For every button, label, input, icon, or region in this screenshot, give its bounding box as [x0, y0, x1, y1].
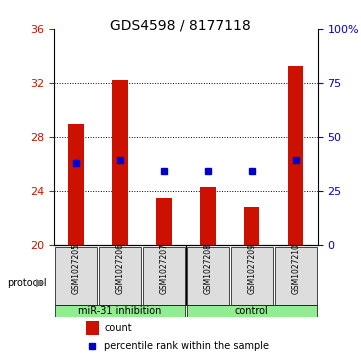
Bar [288, 66, 303, 245]
Text: protocol: protocol [7, 278, 47, 288]
Text: GSM1027206: GSM1027206 [116, 243, 125, 294]
Text: GSM1027209: GSM1027209 [247, 243, 256, 294]
Bar [143, 247, 185, 305]
Bar [187, 247, 229, 305]
Bar [244, 207, 260, 245]
Text: GSM1027205: GSM1027205 [71, 243, 81, 294]
Text: control: control [235, 306, 269, 316]
Text: ▶: ▶ [36, 278, 45, 288]
Text: percentile rank within the sample: percentile rank within the sample [104, 341, 269, 351]
Bar [69, 124, 84, 245]
Bar [156, 198, 171, 245]
Text: GSM1027208: GSM1027208 [203, 243, 212, 294]
Text: GSM1027210: GSM1027210 [291, 243, 300, 294]
Bar [231, 247, 273, 305]
Bar [55, 305, 185, 317]
Text: GSM1027207: GSM1027207 [160, 243, 169, 294]
Text: count: count [104, 323, 132, 333]
Bar [112, 80, 128, 245]
Bar [55, 247, 97, 305]
Bar [187, 305, 317, 317]
Text: GDS4598 / 8177118: GDS4598 / 8177118 [110, 18, 251, 32]
Bar [200, 187, 216, 245]
Bar [99, 247, 141, 305]
Bar [86, 321, 99, 335]
Bar [275, 247, 317, 305]
Text: miR-31 inhibition: miR-31 inhibition [78, 306, 162, 316]
